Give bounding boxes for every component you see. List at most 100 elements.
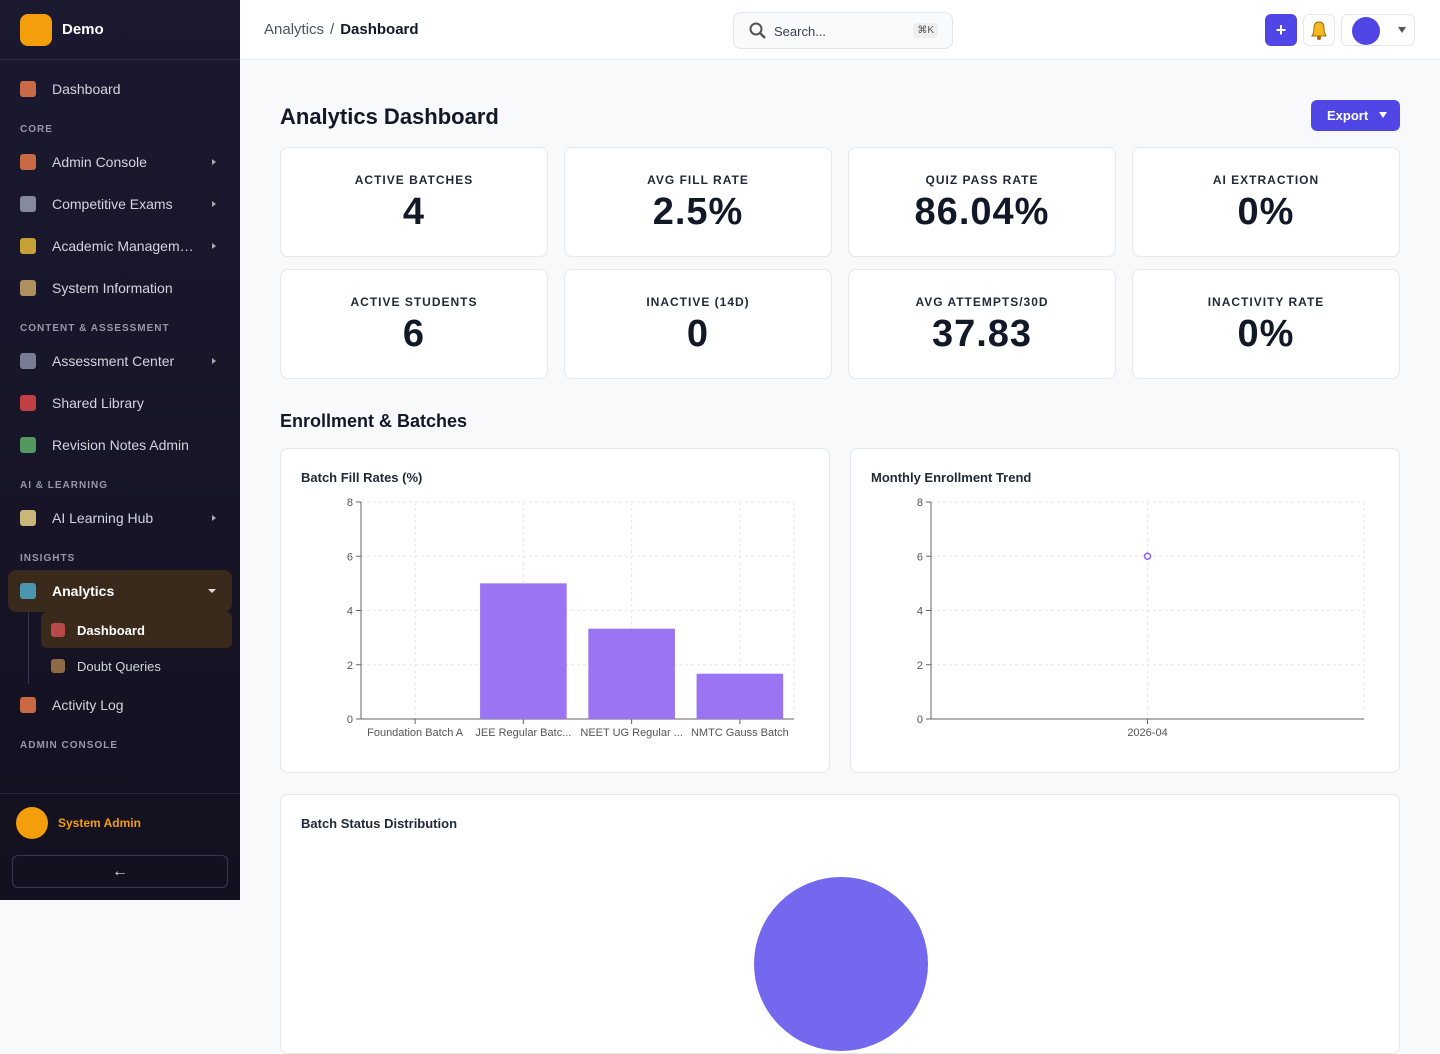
x-tick-label: JEE Regular Batc... [475, 727, 571, 739]
nav-subitem[interactable]: Doubt Queries [41, 648, 232, 684]
kpi-card: AI EXTRACTION 0% [1132, 147, 1400, 257]
nav-item[interactable]: Dashboard [0, 68, 232, 110]
kpi-label: AI EXTRACTION [1212, 173, 1320, 187]
chart-card: Monthly Enrollment Trend 0 2 4 6 8 2026-04 [850, 448, 1400, 773]
kpi-value: 2.5% [652, 191, 744, 233]
nav-item[interactable]: Activity Log [0, 684, 232, 726]
kpi-label: ACTIVE STUDENTS [350, 295, 478, 309]
kpi-value: 0% [1237, 313, 1295, 355]
user[interactable]: System Admin [0, 794, 240, 852]
nav-label: Dashboard [77, 622, 145, 638]
separator: / [330, 21, 335, 38]
nav-section-title: INSIGHTS [20, 553, 76, 564]
y-tick-label: 6 [917, 551, 923, 563]
nav-label: Doubt Queries [77, 658, 161, 674]
search[interactable]: Search... ⌘K [733, 12, 953, 49]
nav-subitem[interactable]: Dashboard [41, 612, 232, 648]
nav-arrow [212, 159, 216, 165]
nav-label: Revision Notes Admin [52, 437, 189, 453]
nav-label: Competitive Exams [52, 196, 173, 212]
nav-label: Dashboard [52, 81, 121, 97]
kpi-label: INACTIVE (14D) [646, 295, 750, 309]
x-tick-label: NMTC Gauss Batch [691, 727, 789, 739]
collapse-button[interactable]: ← [12, 855, 228, 888]
kpi-card: AVG ATTEMPTS/30D 37.83 [848, 269, 1116, 379]
logo [20, 13, 52, 46]
avatar [16, 807, 48, 839]
kpi-card: INACTIVE (14D) 0 [564, 269, 832, 379]
y-tick-label: 8 [347, 497, 353, 509]
breadcrumb: Analytics / Dashboard [264, 21, 419, 38]
nav-item[interactable]: Analytics [8, 570, 232, 612]
chart: Batch Status Distribution [301, 816, 928, 1051]
nav-icon [20, 395, 36, 411]
nav-item[interactable]: Revision Notes Admin [0, 424, 232, 466]
shortcut: ⌘K [913, 23, 938, 38]
page-title: Analytics Dashboard [280, 104, 499, 129]
nav-item[interactable]: Competitive Exams [0, 183, 232, 225]
crumb-current: Dashboard [340, 21, 419, 38]
x-tick-label: 2026-04 [1127, 727, 1167, 739]
kpi-label: AVG FILL RATE [647, 173, 749, 187]
chart: Monthly Enrollment Trend 0 2 4 6 8 2026-04 [871, 470, 1365, 739]
x-tick-label: Foundation Batch A [367, 727, 464, 739]
kpi-card: INACTIVITY RATE 0% [1132, 269, 1400, 379]
brand[interactable]: Demo [0, 0, 240, 60]
nav-icon [51, 623, 65, 637]
kpi-label: AVG ATTEMPTS/30D [915, 295, 1049, 309]
nav-item[interactable]: Academic Managem… [0, 225, 232, 267]
nav-icon [20, 81, 36, 97]
nav-label: Assessment Center [52, 353, 175, 369]
bar [696, 673, 784, 719]
caret [1398, 27, 1406, 33]
crumb[interactable]: Analytics [264, 21, 325, 38]
nav-item[interactable]: System Information [0, 267, 232, 309]
kpi-label: INACTIVITY RATE [1207, 295, 1325, 309]
nav-icon [20, 697, 36, 713]
nav-item[interactable]: Admin Console [0, 141, 232, 183]
nav-icon [20, 583, 36, 599]
y-tick-label: 2 [347, 660, 353, 672]
nav-item[interactable]: Assessment Center [0, 340, 232, 382]
avatar [1352, 17, 1380, 45]
kpi-value: 6 [402, 313, 426, 355]
x-tick-label: NEET UG Regular ... [580, 727, 683, 739]
kpi-card: ACTIVE BATCHES 4 [280, 147, 548, 257]
chart-card: Batch Status Distribution [280, 794, 1400, 1054]
kpi-card: AVG FILL RATE 2.5% [564, 147, 832, 257]
nav-section-title: ADMIN CONSOLE [20, 740, 118, 751]
nav-icon [20, 238, 36, 254]
kpi-card: ACTIVE STUDENTS 6 [280, 269, 548, 379]
sidebar-footer: System Admin ← [0, 793, 240, 900]
bar [588, 628, 675, 719]
y-tick-label: 0 [917, 714, 923, 726]
y-tick-label: 4 [917, 606, 923, 618]
notifications[interactable] [1303, 14, 1335, 46]
account-menu[interactable] [1341, 14, 1415, 46]
chart: Batch Fill Rates (%) 0 2 4 6 8 Foundation Batc… [301, 470, 795, 739]
nav-item[interactable]: AI Learning Hub [0, 497, 232, 539]
brand-name: Demo [62, 21, 104, 38]
kpi-label: ACTIVE BATCHES [354, 173, 474, 187]
nav-item[interactable]: Shared Library [0, 382, 232, 424]
nav-icon [20, 154, 36, 170]
kpi-card: QUIZ PASS RATE 86.04% [848, 147, 1116, 257]
nav-arrow [212, 358, 216, 364]
export-button[interactable]: Export [1311, 100, 1400, 131]
add-button[interactable]: + [1265, 14, 1297, 46]
nav-label: System Information [52, 280, 173, 296]
nav: Dashboard CORE Admin Console Competitive Ex… [0, 60, 240, 793]
bell-icon [1311, 21, 1327, 40]
point [1143, 552, 1152, 560]
y-tick-label: 8 [917, 497, 923, 509]
sidebar: Demo Dashboard CORE Admin Console Competiti… [0, 0, 240, 900]
y-tick-label: 4 [347, 606, 353, 618]
export-label: Export [1327, 108, 1369, 123]
nav-arrow [212, 201, 216, 207]
nav-icon [20, 280, 36, 296]
bar [480, 583, 567, 719]
nav-arrow [212, 515, 216, 521]
kpi-value: 37.83 [931, 313, 1033, 355]
nav-label: Shared Library [52, 395, 144, 411]
